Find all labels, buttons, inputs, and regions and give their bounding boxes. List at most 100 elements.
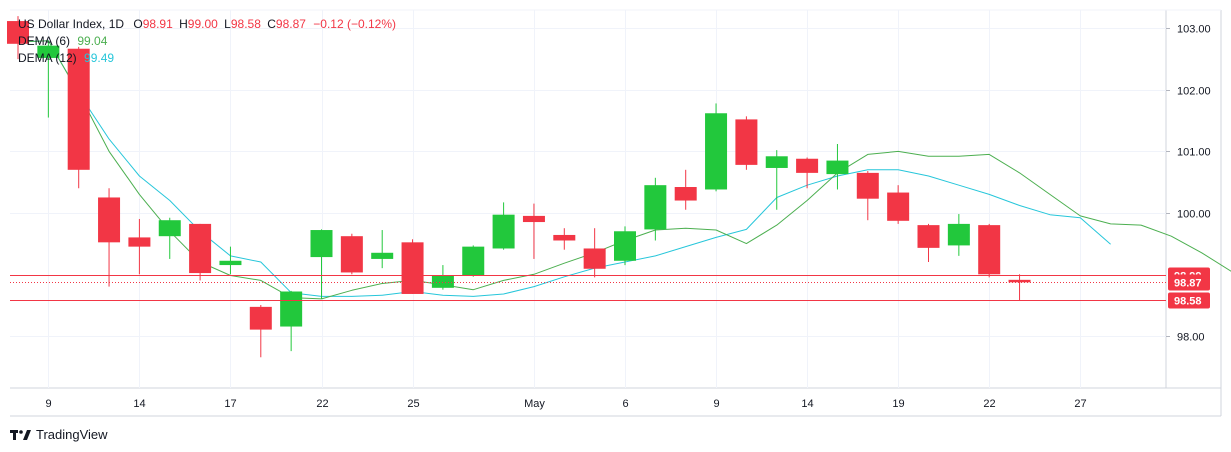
- candle[interactable]: [947, 214, 970, 256]
- candle[interactable]: [462, 245, 485, 277]
- x-tick-label: 25: [407, 398, 419, 410]
- candle[interactable]: [674, 169, 697, 210]
- y-tick-label: 102.00: [1177, 86, 1211, 98]
- y-tick-label: 100.00: [1177, 209, 1211, 221]
- candle[interactable]: [67, 46, 90, 189]
- candle-body: [401, 242, 424, 294]
- candle-body: [1008, 279, 1031, 283]
- candle[interactable]: [796, 157, 819, 189]
- candle[interactable]: [310, 229, 333, 299]
- candle-body: [371, 252, 394, 259]
- price-tag-bg: [1168, 292, 1210, 309]
- candle-body: [340, 236, 363, 273]
- candle[interactable]: [431, 265, 454, 290]
- candle-body: [765, 156, 788, 168]
- candle-body: [553, 234, 576, 241]
- price-axis[interactable]: 103.00 102.00 101.00 100.00 98.00: [1166, 24, 1211, 344]
- dema12-value: 99.49: [84, 51, 115, 65]
- tradingview-brand[interactable]: TV TradingView: [10, 427, 108, 442]
- candles[interactable]: [7, 16, 1031, 358]
- candle-body: [462, 246, 485, 276]
- high-label: H: [179, 17, 188, 31]
- symbol-title[interactable]: US Dollar Index, 1D: [18, 17, 125, 31]
- legend-dema12-row[interactable]: DEMA (12) 99.49: [18, 50, 396, 67]
- candle[interactable]: [98, 188, 121, 287]
- candle[interactable]: [917, 223, 940, 262]
- candle[interactable]: [249, 305, 272, 358]
- candle-body: [219, 260, 242, 266]
- close-label: C: [267, 17, 276, 31]
- candle[interactable]: [1008, 274, 1031, 301]
- candle-body: [887, 192, 910, 221]
- low-value: 98.58: [230, 17, 261, 31]
- candle[interactable]: [37, 40, 60, 118]
- x-tick-label: 17: [224, 398, 236, 410]
- legend-dema6-row[interactable]: DEMA (6) 99.04: [18, 33, 396, 50]
- candle-body: [826, 160, 849, 175]
- candle[interactable]: [856, 171, 879, 221]
- candle-body: [128, 237, 151, 247]
- candle-body: [796, 158, 819, 173]
- candle[interactable]: [158, 217, 181, 259]
- candle[interactable]: [189, 223, 212, 281]
- candle[interactable]: [371, 230, 394, 269]
- open-value: 98.91: [142, 17, 173, 31]
- candle-body: [917, 225, 940, 248]
- x-tick-label: 19: [892, 398, 904, 410]
- candle[interactable]: [614, 226, 636, 266]
- candle-body: [644, 185, 667, 230]
- change-value: −0.12 (−0.12%): [313, 17, 396, 31]
- candle[interactable]: [705, 103, 728, 192]
- close-value: 98.87: [275, 17, 306, 31]
- x-tick-label: 14: [801, 398, 813, 410]
- candle[interactable]: [280, 290, 303, 352]
- high-value: 99.00: [187, 17, 218, 31]
- candle[interactable]: [7, 16, 29, 60]
- x-tick-label: 14: [133, 398, 145, 410]
- time-axis[interactable]: 9 14 17 22 25 May 6 9 14 19 22 27: [45, 398, 1086, 410]
- price-level-tag[interactable]: 98.87: [1168, 274, 1210, 291]
- candle[interactable]: [644, 177, 667, 241]
- candle-body: [280, 291, 303, 327]
- candle[interactable]: [583, 228, 606, 278]
- candle[interactable]: [128, 218, 151, 275]
- candle-body: [614, 231, 636, 261]
- candle-body: [522, 215, 545, 223]
- y-tick-label: 103.00: [1177, 24, 1211, 36]
- legend-ohlc-row: US Dollar Index, 1D O98.91 H99.00 L98.58…: [18, 16, 396, 33]
- candle[interactable]: [401, 239, 424, 294]
- candle-body: [492, 214, 515, 249]
- candle[interactable]: [340, 233, 363, 275]
- candle-body: [856, 172, 879, 199]
- y-tick-label: 101.00: [1177, 147, 1211, 159]
- dema6-value: 99.04: [77, 34, 108, 48]
- x-tick-label: 27: [1074, 398, 1086, 410]
- candle[interactable]: [219, 246, 242, 275]
- candle[interactable]: [553, 228, 576, 250]
- dema12-line: [17, 40, 1111, 297]
- candle-body: [947, 223, 970, 246]
- tradingview-wordmark: TradingView: [36, 427, 108, 442]
- candle[interactable]: [887, 185, 910, 224]
- candle-body: [705, 113, 728, 190]
- chart-legend: US Dollar Index, 1D O98.91 H99.00 L98.58…: [18, 16, 396, 67]
- candle-body: [431, 275, 454, 288]
- candle-body: [249, 306, 272, 330]
- candle[interactable]: [978, 223, 1001, 278]
- candle-body: [37, 45, 60, 58]
- x-tick-label: 9: [45, 398, 51, 410]
- price-level-tag[interactable]: 98.58: [1168, 292, 1210, 309]
- candle-body: [310, 230, 333, 258]
- candle[interactable]: [492, 202, 515, 250]
- candle-body: [98, 197, 121, 243]
- x-tick-label: 6: [622, 398, 628, 410]
- price-tag-label: 98.58: [1174, 296, 1202, 308]
- candle[interactable]: [826, 143, 849, 190]
- candle[interactable]: [765, 150, 788, 210]
- candle[interactable]: [735, 116, 758, 170]
- candle-body: [7, 21, 29, 44]
- candle-body: [978, 225, 1001, 275]
- candle[interactable]: [522, 203, 545, 259]
